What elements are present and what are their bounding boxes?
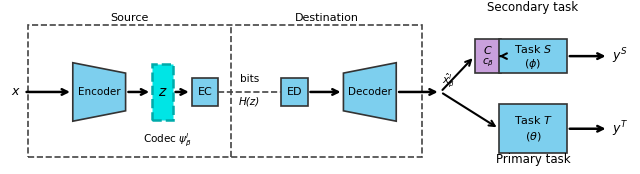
Text: ($\theta$): ($\theta$) (525, 130, 541, 143)
Text: $y^S$: $y^S$ (612, 46, 628, 66)
Text: Source: Source (110, 13, 148, 23)
Text: $\mathit{z}$: $\mathit{z}$ (157, 85, 167, 99)
Text: H(z): H(z) (239, 97, 260, 107)
Text: Encoder: Encoder (78, 87, 120, 97)
Bar (281, 78, 308, 106)
Bar (152, 64, 173, 120)
Bar (191, 78, 218, 106)
Text: Destination: Destination (294, 13, 358, 23)
Text: $C$: $C$ (483, 44, 493, 56)
Text: ($\phi$): ($\phi$) (524, 57, 541, 71)
Text: Codec $\psi^l_\beta$: Codec $\psi^l_\beta$ (143, 132, 191, 149)
Text: Task $T$: Task $T$ (513, 114, 552, 126)
Text: bits: bits (240, 74, 259, 84)
Bar (499, 39, 567, 73)
Bar (28, 25, 422, 157)
Text: $\hat{x}^l_\beta$: $\hat{x}^l_\beta$ (442, 71, 455, 89)
Polygon shape (73, 63, 125, 121)
Text: Secondary task: Secondary task (488, 1, 579, 14)
Bar (474, 39, 501, 73)
Text: Primary task: Primary task (495, 153, 570, 167)
Text: $y^T$: $y^T$ (612, 119, 628, 139)
Text: $x$: $x$ (11, 85, 21, 98)
Text: Decoder: Decoder (348, 87, 392, 97)
Bar (499, 104, 567, 153)
Text: Task $S$: Task $S$ (514, 43, 552, 55)
Text: $c_\beta$: $c_\beta$ (482, 57, 494, 69)
Text: ED: ED (287, 87, 302, 97)
Polygon shape (344, 63, 396, 121)
Text: EC: EC (197, 87, 212, 97)
